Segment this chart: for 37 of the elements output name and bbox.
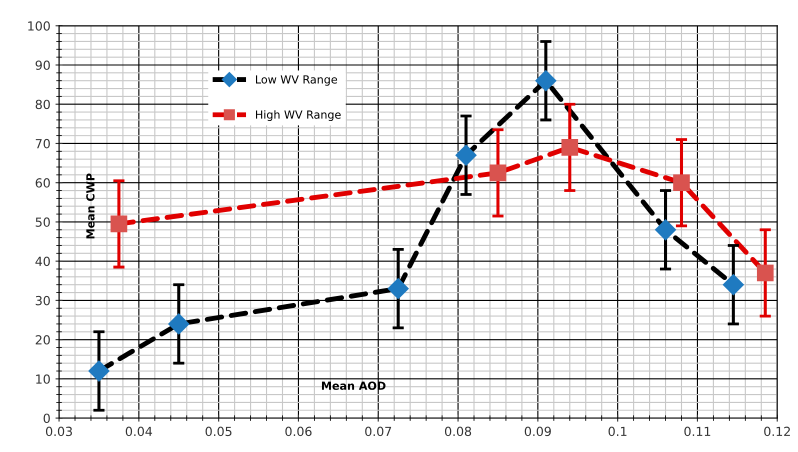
y-tick-label: 70	[36, 138, 50, 148]
point	[561, 139, 578, 156]
x-tick-label: 0.12	[764, 426, 790, 436]
legend-label: Low WV Range	[256, 75, 338, 86]
y-tick-label: 90	[36, 60, 50, 70]
point	[168, 313, 190, 335]
x-tick-label: 0.06	[285, 426, 312, 436]
y-tick-label: 30	[36, 296, 50, 306]
y-tick-label: 40	[35, 256, 50, 266]
y-tick-label: 80	[36, 100, 50, 110]
x-tick-label: 0.11	[684, 426, 710, 436]
legend-label: High WV Range	[256, 110, 341, 121]
point	[455, 144, 477, 166]
y-tick-label: 60	[36, 178, 50, 188]
point	[490, 164, 506, 182]
x-tick-label: 0.07	[365, 426, 392, 436]
y-axis-title: Mean CWP	[86, 173, 95, 238]
y-tick-label: 100	[28, 21, 50, 31]
x-tick-label: 0.08	[444, 426, 472, 436]
y-tick-label: 0	[44, 414, 50, 424]
point	[88, 360, 110, 382]
point	[110, 216, 128, 232]
point	[722, 274, 744, 296]
y-tick-label: 20	[36, 335, 50, 345]
point	[673, 174, 690, 192]
point	[654, 218, 676, 241]
x-tick-label: 0.03	[46, 426, 72, 436]
x-axis-title: Mean AOD	[322, 382, 386, 390]
y-tick-label: 10	[36, 374, 50, 384]
point	[756, 264, 774, 282]
x-tick-label: 0.1	[608, 426, 626, 436]
point	[387, 278, 410, 300]
x-tick-label: 0.04	[126, 426, 152, 436]
y-tick-label: 50	[36, 217, 50, 227]
x-tick-label: 0.05	[206, 426, 232, 436]
point	[535, 70, 557, 92]
x-tick-label: 0.09	[524, 426, 551, 436]
